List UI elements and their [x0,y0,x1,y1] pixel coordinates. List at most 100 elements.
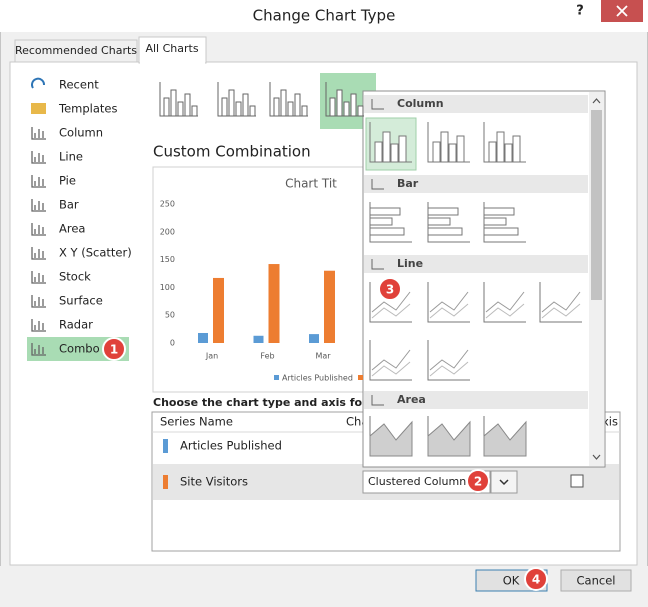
type-label[interactable]: Bar [59,198,79,212]
chart-subtype[interactable] [483,202,526,243]
step-badge-label: 2 [474,475,482,489]
type-label[interactable]: Stock [59,270,91,284]
chart-subtype[interactable] [483,416,527,457]
type-label[interactable]: Pie [59,174,76,188]
subtype-icon-bar [221,97,228,117]
chart-subtype[interactable] [365,117,417,171]
chart-subtype[interactable] [427,282,470,323]
table-header: xis [602,415,618,429]
bar [324,270,335,343]
section-label: Line [397,257,423,270]
bar [213,277,224,343]
subtype-icon-bar [273,97,280,117]
subtype-icon-bar [228,89,235,117]
type-label[interactable]: Column [59,126,103,140]
type-label[interactable]: Surface [59,294,103,308]
subtype-shape [483,227,519,236]
type-label[interactable]: Templates [58,102,117,116]
step-badge [102,337,126,361]
subtype-shape [512,135,521,163]
subtype-shape [390,143,399,163]
type-label[interactable]: Recent [59,78,99,92]
cancel-button[interactable] [560,569,632,592]
chart-subtype[interactable] [369,202,412,243]
chart-subtype[interactable] [369,340,412,381]
subtype-shape [432,141,441,163]
chart-subtype[interactable] [539,282,582,323]
section-icon [371,395,384,406]
subtype-icon-bar [170,89,177,117]
chart-subtype[interactable] [483,282,526,323]
subtype-shape [369,217,393,226]
y-tick-label: 200 [160,227,175,236]
subtype-axes [427,340,470,381]
series-color [163,439,168,453]
secondary-axis-checkbox[interactable] [570,474,584,488]
subtype-icon-bar [191,105,198,117]
button-label[interactable]: OK [503,574,520,588]
bar [253,335,264,343]
section-header [364,255,588,273]
section-header [364,175,588,193]
subtype-shape [496,131,505,163]
chart-subtype[interactable] [427,416,471,457]
chart-type-dropdown: Column Bar Line Area [362,90,606,468]
y-tick-label: 50 [165,311,175,320]
step-badge-label: 1 [110,343,118,357]
chart-subtype[interactable] [369,416,413,457]
scroll-arrows[interactable] [592,98,601,460]
step-badge [378,277,402,301]
help-button[interactable]: ? [576,4,584,19]
subtype-icon-bar [287,101,294,117]
x-tick-label: Jan [205,352,218,361]
section-icon [371,99,384,110]
type-icon [31,199,46,212]
subtype-axes [483,282,526,323]
subtype-shape [371,361,411,377]
subtype-shape [371,291,411,313]
subtype-icon-bar [280,89,287,117]
combo-value[interactable]: Clustered Column [368,475,466,488]
series-color [163,475,168,489]
bar [309,334,319,343]
button-label[interactable]: Cancel [577,574,616,588]
step-badge-label: 4 [532,573,540,587]
subtype-shape [448,143,457,163]
close-button[interactable] [601,0,643,22]
section-icon [371,179,384,190]
subtype-shape [488,141,497,163]
chart-subtype[interactable] [369,282,412,323]
type-icon [31,295,46,308]
chart-type-combo[interactable] [362,470,491,494]
type-label[interactable]: X Y (Scatter) [59,246,132,260]
scrollbar-thumb[interactable] [591,110,602,300]
tab-active[interactable] [138,36,207,64]
chart-subtype[interactable] [483,122,526,163]
subtype-icon-bar [249,105,256,117]
chart-subtype[interactable] [427,202,470,243]
subtype-shape [374,141,383,163]
tab-label[interactable]: Recommended Charts [15,44,137,57]
step-badge-label: 3 [386,283,394,297]
subtype-shape [483,420,527,457]
y-tick-label: 250 [160,200,175,209]
legend-swatch [274,375,279,380]
subtype-shape [429,291,469,313]
subtype-axes [369,340,412,381]
subtype-shape [483,217,507,226]
type-label[interactable]: Combo [59,342,100,356]
step-badge [466,469,490,493]
subtype-shape [371,303,411,319]
type-label[interactable]: Area [59,222,85,236]
subtype-icon-bar [184,93,191,117]
subtype-shape [504,143,513,163]
chart-subtype[interactable] [427,340,470,381]
type-label[interactable]: Line [59,150,83,164]
chart-subtype[interactable] [427,122,470,163]
subtype-icon-bar [357,105,364,117]
combo-button[interactable] [490,470,518,494]
tab-label[interactable]: All Charts [145,42,198,55]
type-label[interactable]: Radar [59,318,93,332]
subtype-shape [371,349,411,371]
type-icon [31,271,46,284]
